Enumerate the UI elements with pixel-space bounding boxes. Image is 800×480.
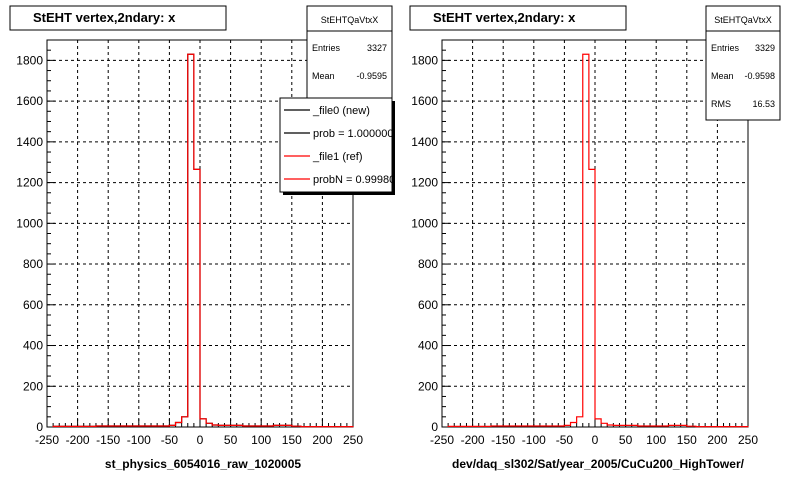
x-tick-label: 250 — [343, 433, 363, 447]
y-tick-label: 200 — [418, 379, 438, 393]
legend-entry: prob = 1.000000 — [313, 128, 393, 140]
stats-row-label: Entries — [312, 43, 341, 53]
chart-title: StEHT vertex,2ndary: x — [433, 10, 576, 25]
stats-box — [705, 5, 781, 121]
y-tick-label: 1600 — [411, 94, 438, 108]
stats-row-label: Mean — [312, 71, 335, 81]
y-tick-label: 1200 — [16, 176, 43, 190]
histogram-series-2 — [52, 53, 354, 428]
x-axis-label: dev/daq_sl302/Sat/year_2005/CuCu200_High… — [452, 457, 745, 471]
legend-entry: _file1 (ref) — [312, 151, 363, 163]
histogram-panel-2: -250 -200 -150 -100 -50 0 50 100 150 200 250 0 200 40… — [409, 5, 781, 471]
histogram-panel-1: -250 -200 -150 -100 -50 0 50 100 150 200 250 0 200 40… — [9, 5, 395, 471]
x-tick-label: -100 — [522, 433, 546, 447]
y-tick-label: 1000 — [411, 216, 438, 230]
y-tick-label: 1200 — [411, 176, 438, 190]
stats-row-label: Mean — [711, 71, 734, 81]
x-tick-label: 0 — [592, 433, 599, 447]
chart-title: StEHT vertex,2ndary: x — [33, 10, 176, 25]
stats-name: StEHTQaVtxX — [714, 15, 772, 25]
y-tick-label: 0 — [431, 420, 438, 434]
x-tick-label: 200 — [707, 433, 727, 447]
x-tick-label: -100 — [127, 433, 151, 447]
y-tick-label: 800 — [23, 257, 43, 271]
x-tick-label: 100 — [251, 433, 271, 447]
x-tick-label: -250 — [35, 433, 59, 447]
title-box — [9, 5, 227, 31]
stats-row-label: RMS — [711, 99, 731, 109]
x-tick-label: -200 — [461, 433, 485, 447]
x-tick-label: -50 — [556, 433, 574, 447]
x-tick-label: 150 — [282, 433, 302, 447]
stats-row-value: 3327 — [367, 43, 387, 53]
stats-row-value: 3329 — [755, 43, 775, 53]
x-tick-label: 0 — [197, 433, 204, 447]
x-axis-label: st_physics_6054016_raw_1020005 — [105, 457, 301, 471]
stats-row-label: Entries — [711, 43, 740, 53]
x-tick-label: 250 — [738, 433, 758, 447]
stats-row-value: 16.53 — [752, 99, 775, 109]
y-tick-label: 1400 — [411, 135, 438, 149]
y-tick-label: 400 — [23, 339, 43, 353]
legend-entry: _file0 (new) — [312, 105, 370, 117]
histogram-series-1 — [447, 53, 749, 428]
y-tick-label: 200 — [23, 379, 43, 393]
y-tick-label: 600 — [418, 298, 438, 312]
legend-entry: probN = 0.99980 — [313, 174, 395, 186]
x-tick-label: 50 — [619, 433, 633, 447]
x-tick-label: -200 — [66, 433, 90, 447]
y-tick-label: 1800 — [411, 53, 438, 67]
y-tick-label: 1000 — [16, 216, 43, 230]
y-tick-label: 1400 — [16, 135, 43, 149]
x-tick-label: -50 — [161, 433, 179, 447]
y-tick-label: 0 — [36, 420, 43, 434]
stats-row-value: -0.9598 — [744, 71, 775, 81]
x-tick-label: -150 — [96, 433, 120, 447]
x-tick-label: -250 — [430, 433, 454, 447]
y-tick-label: 1800 — [16, 53, 43, 67]
x-tick-label: 150 — [677, 433, 697, 447]
y-tick-label: 600 — [23, 298, 43, 312]
x-tick-label: 50 — [224, 433, 238, 447]
y-tick-label: 400 — [418, 339, 438, 353]
stats-name: StEHTQaVtxX — [321, 15, 379, 25]
stats-box — [306, 5, 393, 99]
x-tick-label: -150 — [491, 433, 515, 447]
y-tick-label: 1600 — [16, 94, 43, 108]
y-tick-label: 800 — [418, 257, 438, 271]
legend: _file0 (new) prob = 1.000000 _file1 (ref) p… — [279, 97, 395, 195]
x-tick-label: 200 — [312, 433, 332, 447]
legend-box — [279, 97, 393, 193]
title-box — [409, 5, 627, 31]
x-tick-label: 100 — [646, 433, 666, 447]
stats-row-value: -0.9595 — [356, 71, 387, 81]
